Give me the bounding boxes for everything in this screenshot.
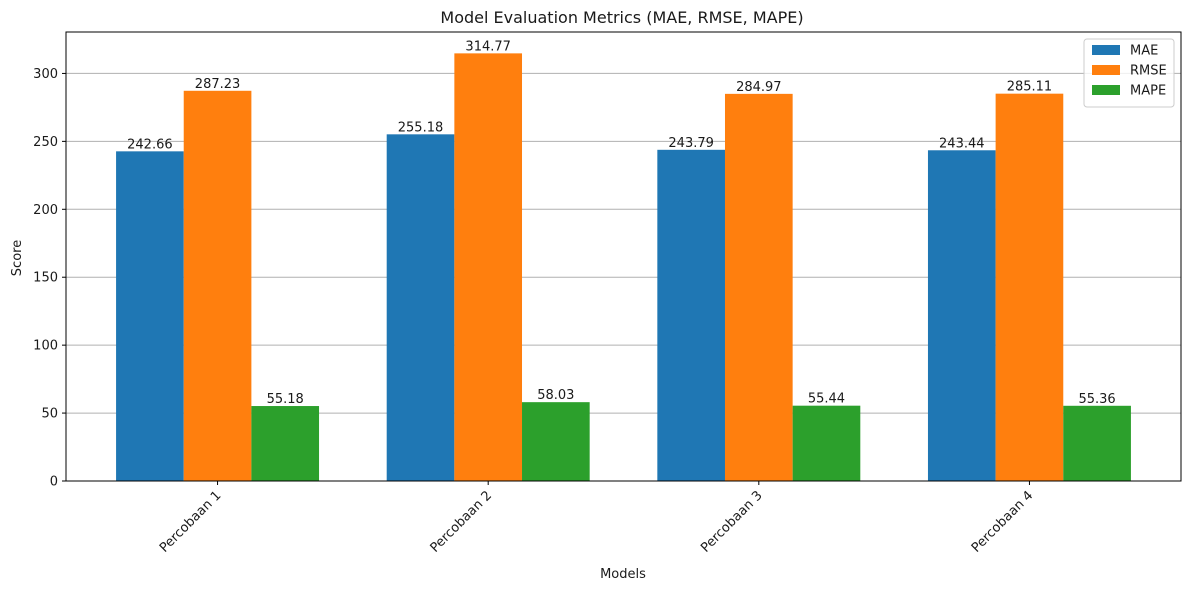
- data-label: 285.11: [1007, 80, 1053, 95]
- data-label: 243.79: [668, 136, 714, 151]
- bars: [116, 53, 1131, 482]
- x-axis-label: Models: [600, 567, 646, 582]
- bar-mape: [522, 402, 590, 481]
- bar-rmse: [724, 93, 793, 481]
- legend-label: RMSE: [1130, 64, 1167, 79]
- data-label: 55.44: [808, 392, 845, 407]
- y-tick-label: 100: [33, 339, 58, 354]
- y-tick-label: 50: [41, 407, 58, 422]
- x-tick-label: Percobaan 3: [698, 488, 765, 555]
- x-tick-label: Percobaan 2: [428, 488, 495, 555]
- bar-rmse: [995, 93, 1064, 481]
- y-tick-label: 0: [50, 475, 58, 490]
- chart-title: Model Evaluation Metrics (MAE, RMSE, MAP…: [440, 8, 803, 27]
- bar-mae: [386, 134, 455, 481]
- data-label: 242.66: [127, 137, 173, 152]
- y-axis: 0 50 100 150 200 250 300: [33, 67, 66, 490]
- bar-mae: [116, 151, 184, 481]
- bar-rmse: [454, 53, 523, 481]
- legend-label: MAE: [1130, 44, 1158, 59]
- bar-mae: [927, 150, 996, 482]
- y-axis-label: Score: [10, 240, 25, 276]
- data-label: 284.97: [736, 80, 782, 95]
- x-tick-label: Percobaan 1: [157, 488, 224, 555]
- bar-mape: [1063, 405, 1131, 481]
- data-label: 314.77: [465, 39, 511, 54]
- legend-swatch-mae: [1092, 45, 1120, 55]
- data-label: 55.18: [267, 392, 304, 407]
- bar-mape: [251, 406, 320, 481]
- x-tick-label: Percobaan 4: [969, 488, 1036, 555]
- x-axis: Percobaan 1 Percobaan 2 Percobaan 3 Percoba…: [157, 481, 1036, 556]
- y-tick-label: 150: [33, 271, 58, 286]
- data-label: 243.44: [939, 136, 985, 151]
- bar-rmse: [183, 90, 252, 481]
- data-labels: 242.66 255.18 243.79 243.44 287.23 314.77 284.…: [127, 39, 1116, 407]
- legend-label: MAPE: [1130, 84, 1166, 99]
- data-label: 58.03: [537, 388, 574, 403]
- y-tick-label: 250: [33, 135, 58, 150]
- legend: MAE RMSE MAPE: [1083, 38, 1175, 108]
- data-label: 255.18: [398, 120, 444, 135]
- bar-mae: [657, 149, 725, 481]
- data-label: 287.23: [195, 77, 241, 92]
- bar-mape: [792, 405, 861, 481]
- data-label: 55.36: [1078, 392, 1115, 407]
- plot-frame: [65, 31, 1182, 482]
- legend-swatch-rmse: [1092, 65, 1120, 75]
- y-tick-label: 200: [33, 203, 58, 218]
- legend-swatch-mape: [1092, 85, 1120, 95]
- y-tick-label: 300: [33, 67, 58, 82]
